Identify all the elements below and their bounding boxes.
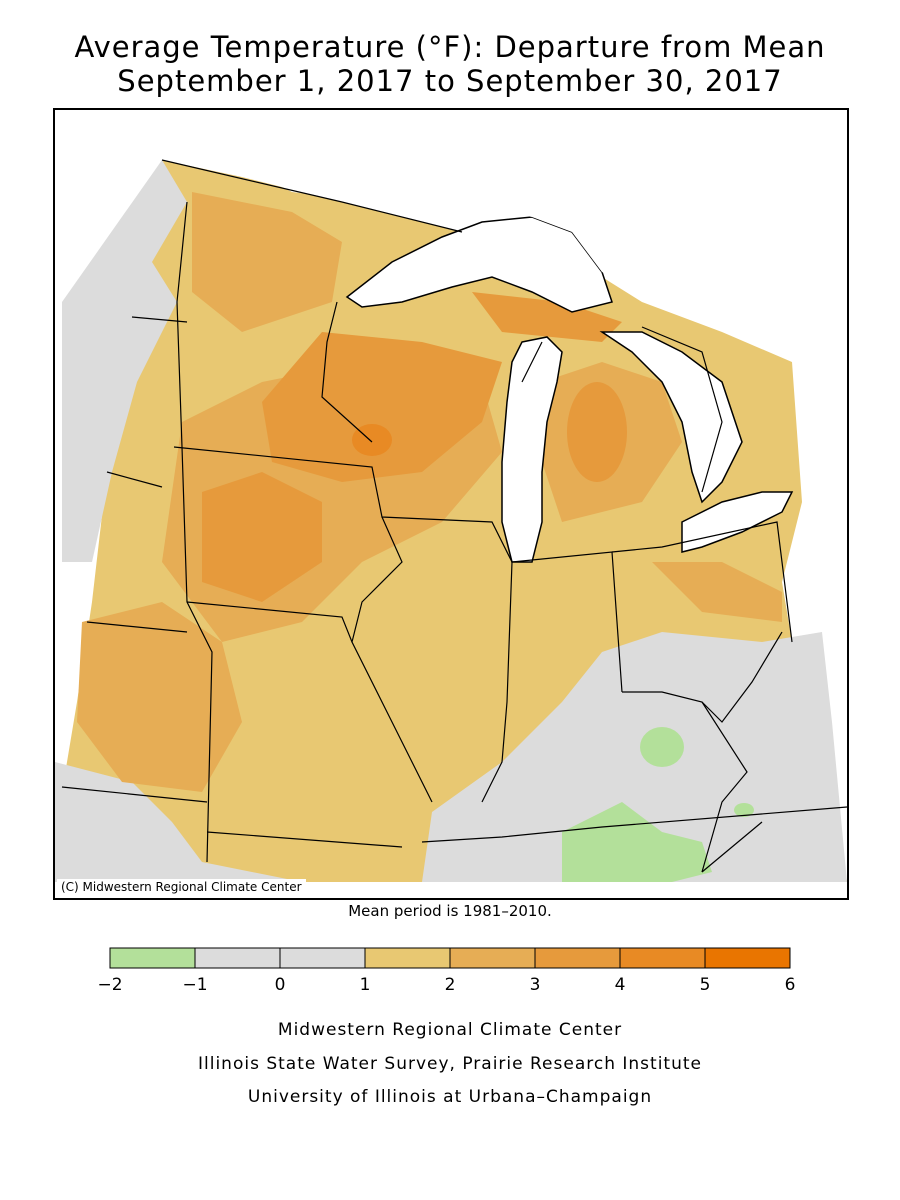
credit-mrcc: Midwestern Regional Climate Center (277, 1020, 623, 1040)
region-below-normal-small (734, 803, 754, 817)
temperature-departure-map: (C) Midwestern Regional Climate Center (53, 108, 849, 900)
color-legend: −2 −1 0 1 2 3 4 5 6 (97, 947, 796, 995)
region-departure-3-4-upper-michigan (472, 292, 622, 342)
credit-isws: Illinois State Water Survey, Prairie Res… (198, 1054, 702, 1074)
state-borders (61, 159, 847, 873)
legend-tick-label: 0 (275, 975, 286, 995)
legend-bin (619, 947, 706, 969)
legend-bin (364, 947, 451, 969)
legend-tick-label: 4 (615, 975, 626, 995)
lake-superior (345, 216, 613, 313)
lake-michigan (501, 336, 563, 563)
region-departure-3-4-lower-michigan (567, 382, 627, 482)
map-canvas (55, 110, 847, 882)
region-departure-3-4-iowa (202, 472, 322, 602)
region-departure-2-3-north (192, 192, 342, 332)
legend-bin (279, 947, 366, 969)
region-near-normal-west (62, 160, 187, 562)
region-near-normal-southwest (55, 762, 302, 882)
region-departure-4-5-hotspot (352, 424, 392, 456)
legend-tick-label: −2 (97, 975, 122, 995)
region-departure-2-3-ohio (652, 562, 782, 622)
legend-tick-label: 2 (445, 975, 456, 995)
mean-period-note: Mean period is 1981–2010. (348, 902, 552, 920)
legend-bin (194, 947, 281, 969)
legend-bin (109, 947, 196, 969)
lake-huron (599, 331, 743, 504)
region-near-normal-southeast (422, 632, 847, 882)
legend-bin (704, 947, 791, 969)
canada-land (217, 110, 847, 362)
legend-bin (449, 947, 536, 969)
map-subtitle-dates: September 1, 2017 to September 30, 2017 (117, 64, 783, 98)
region-departure-3-4-minnesota-wisconsin (262, 332, 502, 482)
legend-tick-label: 3 (530, 975, 541, 995)
region-below-normal-tennessee (562, 802, 712, 882)
region-departure-2-3-southwest (77, 602, 242, 792)
credit-university: University of Illinois at Urbana–Champai… (247, 1087, 653, 1107)
legend-tick-label: 5 (700, 975, 711, 995)
map-title: Average Temperature (°F): Departure from… (74, 30, 826, 64)
legend-tick-label: 6 (785, 975, 796, 995)
legend-tick-label: 1 (360, 975, 371, 995)
copyright-label: (C) Midwestern Regional Climate Center (57, 879, 306, 896)
legend-tick-label: −1 (182, 975, 207, 995)
region-below-normal-kentucky (640, 727, 684, 767)
legend-bin (534, 947, 621, 969)
